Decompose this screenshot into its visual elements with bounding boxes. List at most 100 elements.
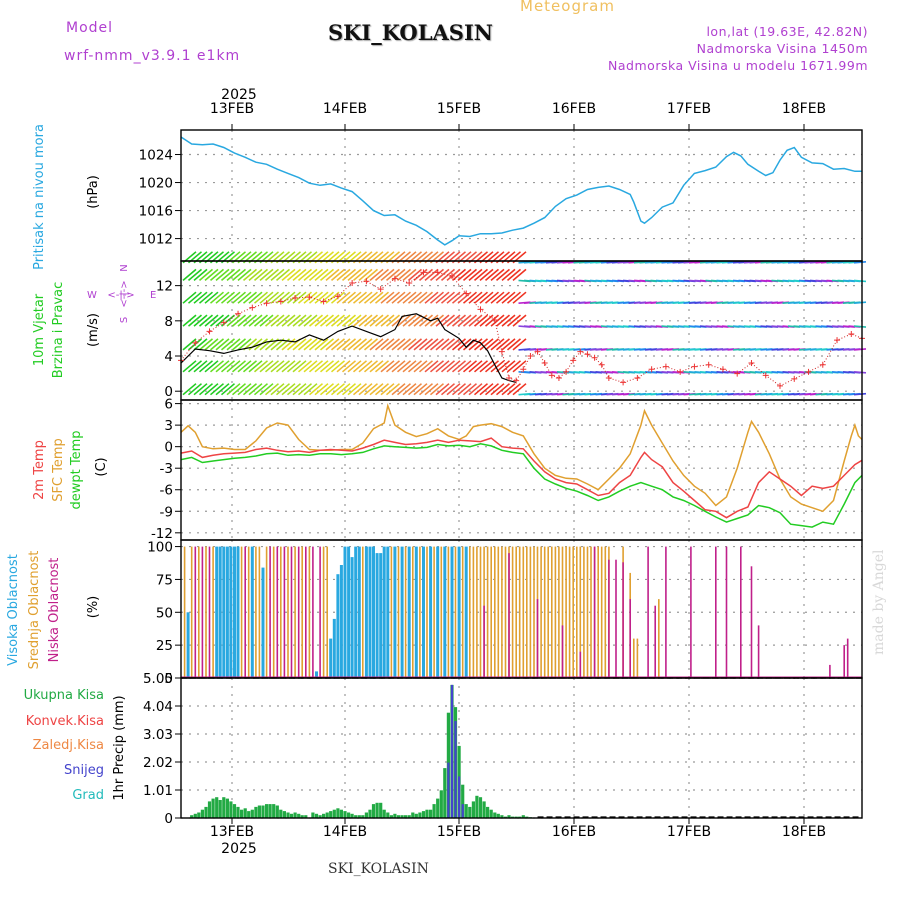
cloud-low-bar xyxy=(579,651,582,678)
wind-gust-marker xyxy=(391,275,398,282)
wind-gust-marker xyxy=(748,360,755,367)
cloud-mid-bar xyxy=(419,546,421,678)
precip-total-bar xyxy=(464,804,468,818)
precip-total-bar xyxy=(289,813,294,818)
cloud-mid-bar xyxy=(583,546,585,678)
location-altitude: Nadmorska Visina 1450m xyxy=(696,41,868,56)
precip-total-bar xyxy=(439,790,443,818)
bottom-x-tick-label: 16FEB xyxy=(552,824,596,840)
y-tick-label: 0 xyxy=(164,671,173,687)
precip-total-bar xyxy=(507,815,511,818)
cloud-mid-bar xyxy=(597,546,599,678)
cloud-mid-bar xyxy=(362,546,364,678)
cloud-mid-bar xyxy=(272,546,275,678)
cloud-mid-bar xyxy=(558,546,560,678)
wind-gust-marker xyxy=(377,286,384,293)
y-tick-label: 0 xyxy=(164,384,173,400)
y-tick-label: 3.03 xyxy=(143,727,173,743)
cloud-mid-bar xyxy=(397,546,400,678)
cloud-axis-title-1: Visoka Oblacnost xyxy=(6,554,21,666)
cloud-low-bar xyxy=(593,546,596,678)
precip-total-bar xyxy=(322,813,326,818)
chart-subtitle: Meteogram xyxy=(520,0,615,15)
temp-axis-unit: (C) xyxy=(94,457,109,476)
wind-gust-marker xyxy=(705,361,712,368)
precip-snow-bar xyxy=(450,684,454,818)
wind-gust-marker xyxy=(363,278,370,285)
y-tick-label: -3 xyxy=(160,461,173,477)
compass-horizontal-arrow: <-|-> xyxy=(107,290,134,301)
cloud-high-bar xyxy=(215,546,219,678)
panel-frame-precip xyxy=(180,677,863,819)
precip-total-bar xyxy=(364,812,368,818)
precip-legend-1: Ukupna Kisa xyxy=(24,688,104,703)
cloud-low-bar xyxy=(846,638,849,678)
precip-total-bar xyxy=(503,816,508,818)
precip-total-bar xyxy=(222,797,226,818)
wind-gust-marker xyxy=(691,363,698,370)
precip-total-bar xyxy=(468,806,472,818)
precip-total-bar xyxy=(354,815,358,818)
precip-total-bar xyxy=(193,813,197,818)
precip-total-bar xyxy=(361,815,365,818)
precip-total-bar xyxy=(325,812,329,818)
temp-axis-title-3: dewpt Temp xyxy=(69,430,84,509)
cloud-low-bar xyxy=(536,599,539,678)
precip-total-bar xyxy=(379,802,383,818)
precip-snow-bar xyxy=(454,721,457,818)
cloud-mid-bar xyxy=(547,546,549,678)
precip-total-bar xyxy=(375,802,379,818)
model-label: Model xyxy=(66,20,114,36)
cloud-mid-bar xyxy=(412,546,414,678)
bottom-x-tick-label: 15FEB xyxy=(437,824,481,840)
precip-total-bar xyxy=(411,812,415,818)
cloud-mid-bar xyxy=(551,546,553,678)
precip-total-bar xyxy=(436,798,440,818)
temp-axis-title-2: SFC Temp xyxy=(51,438,66,502)
bottom-x-tick-label: 14FEB xyxy=(323,824,367,840)
bottom-x-tick-label: 17FEB xyxy=(667,824,711,840)
pressure-axis-title: Pritisak na nivou mora xyxy=(32,124,47,270)
precip-total-bar xyxy=(304,815,308,818)
cloud-axis-unit: (%) xyxy=(86,596,101,619)
wind-gust-marker xyxy=(648,366,655,373)
wind-gust-marker xyxy=(292,294,299,301)
wind-gust-marker xyxy=(677,368,684,375)
wind-gust-marker xyxy=(734,370,741,377)
wind-gust-marker xyxy=(463,290,470,297)
cloud-mid-bar xyxy=(565,546,567,678)
precip-total-bar xyxy=(293,812,297,818)
precip-total-bar xyxy=(407,815,411,818)
cloud-high-bar xyxy=(218,546,222,678)
cloud-mid-bar xyxy=(554,546,557,678)
precip-total-bar xyxy=(272,804,276,818)
cloud-mid-bar xyxy=(433,546,435,678)
cloud-low-bar xyxy=(201,546,204,678)
cloud-high-bar xyxy=(422,546,425,678)
wind-gust-marker xyxy=(591,354,598,361)
cloud-high-bar xyxy=(364,546,368,678)
cloud-mid-bar xyxy=(540,546,542,678)
cloud-high-bar xyxy=(382,546,386,678)
precip-total-bar xyxy=(486,806,490,818)
y-tick-label: 12 xyxy=(156,279,173,295)
wind-gust-marker xyxy=(719,366,726,373)
cloud-low-bar xyxy=(690,546,692,678)
cloud-low-bar xyxy=(757,625,760,678)
cloud-mid-bar xyxy=(561,546,564,678)
y-tick-label: 100 xyxy=(147,540,173,556)
cloud-low-bar xyxy=(305,546,307,678)
y-tick-label: 1020 xyxy=(139,176,173,192)
wind-gust-marker xyxy=(506,375,513,382)
cloud-low-bar xyxy=(269,546,271,678)
location-coords: lon,lat (19.63E, 42.82N) xyxy=(706,24,868,39)
cloud-low-bar xyxy=(290,546,293,678)
cloud-high-bar xyxy=(414,546,418,678)
wind-gust-line xyxy=(180,271,863,387)
wind-gust-marker xyxy=(834,337,841,344)
y-tick-label: 8 xyxy=(164,314,173,330)
cloud-mid-bar xyxy=(515,546,517,678)
cloud-low-bar xyxy=(276,546,279,678)
cloud-low-bar xyxy=(725,546,728,678)
precip-total-bar xyxy=(300,815,304,818)
